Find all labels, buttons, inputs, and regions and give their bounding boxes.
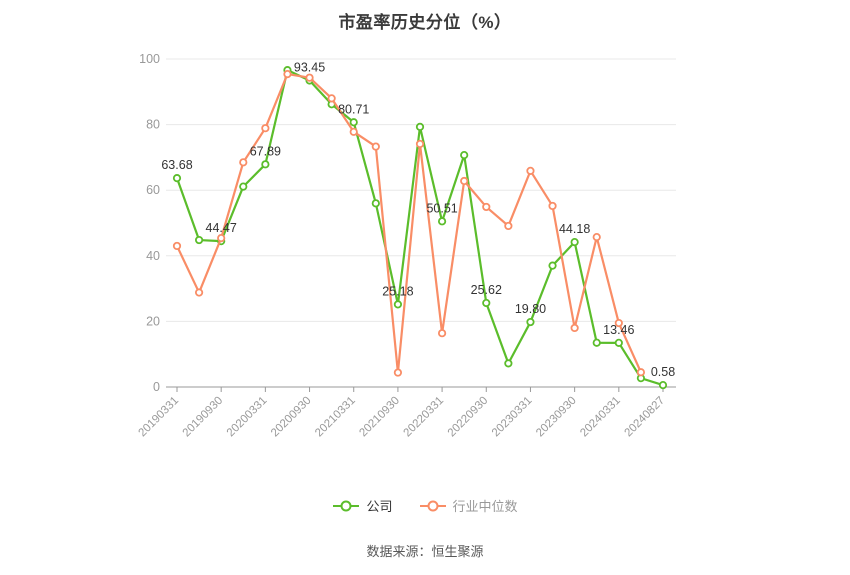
x-tick-label: 20240827 bbox=[622, 395, 667, 440]
data-point-industry-median[interactable] bbox=[460, 176, 469, 186]
data-point-industry-median[interactable] bbox=[482, 202, 491, 212]
data-point-company[interactable] bbox=[415, 122, 425, 131]
data-point-label: 19.80 bbox=[515, 302, 546, 316]
data-source-note: 数据来源：恒生聚源 bbox=[366, 544, 484, 559]
data-point-label: 13.46 bbox=[603, 323, 634, 337]
data-point-industry-median[interactable] bbox=[393, 368, 403, 377]
data-point-company[interactable] bbox=[614, 338, 623, 347]
data-point-industry-median[interactable] bbox=[636, 368, 646, 377]
x-tick-label: 20190930 bbox=[181, 395, 226, 440]
data-point-industry-median[interactable] bbox=[327, 94, 336, 103]
data-point-industry-median[interactable] bbox=[570, 323, 579, 333]
data-point-industry-median[interactable] bbox=[526, 166, 535, 175]
line-chart-plot-area[interactable]: 0 20 40 60 80 100 20190331 20190930 20200331 2020… bbox=[0, 0, 850, 490]
x-tick-label: 20230930 bbox=[534, 395, 579, 440]
legend-line-marker-icon bbox=[333, 500, 360, 511]
data-point-company[interactable] bbox=[437, 217, 447, 226]
x-tick-label: 20220930 bbox=[446, 395, 491, 440]
x-tick-label: 20190331 bbox=[136, 395, 181, 440]
data-point-label: 44.18 bbox=[559, 222, 590, 236]
y-tick-label: 40 bbox=[146, 249, 160, 263]
x-tick-label: 20200930 bbox=[269, 395, 314, 440]
y-tick-label: 100 bbox=[139, 52, 160, 66]
data-point-label: 67.89 bbox=[250, 144, 281, 158]
data-point-company[interactable] bbox=[482, 298, 491, 308]
data-point-company[interactable] bbox=[393, 300, 403, 309]
data-point-industry-median[interactable] bbox=[349, 127, 358, 136]
x-tick-label: 20220331 bbox=[402, 395, 447, 440]
data-point-company[interactable] bbox=[504, 359, 513, 368]
data-point-label: 50.51 bbox=[426, 201, 457, 215]
data-point-industry-median[interactable] bbox=[614, 318, 623, 328]
y-tick-label: 0 bbox=[153, 380, 160, 394]
data-point-company[interactable] bbox=[526, 317, 535, 327]
data-point-industry-median[interactable] bbox=[504, 221, 513, 231]
data-point-label: 93.45 bbox=[294, 60, 325, 74]
x-tick-label: 20210331 bbox=[313, 395, 358, 440]
x-tick-label: 20210930 bbox=[357, 395, 402, 440]
legend-item-company[interactable]: 公司 bbox=[332, 496, 393, 515]
data-point-industry-median[interactable] bbox=[261, 124, 270, 133]
data-point-company[interactable] bbox=[371, 199, 380, 208]
chart-legend: 公司 行业中位数 bbox=[0, 496, 850, 515]
data-point-company[interactable] bbox=[592, 338, 601, 347]
x-tick-label: 20200331 bbox=[225, 395, 270, 440]
data-point-label: 25.18 bbox=[382, 284, 413, 298]
data-point-company[interactable] bbox=[658, 380, 668, 390]
data-point-industry-median[interactable] bbox=[194, 288, 204, 297]
data-point-industry-median[interactable] bbox=[415, 139, 425, 149]
data-point-company[interactable] bbox=[239, 182, 248, 191]
series-line-industry-median bbox=[176, 72, 642, 374]
x-tick-label: 20230331 bbox=[490, 395, 535, 440]
data-point-industry-median[interactable] bbox=[172, 241, 182, 251]
chart-title: 市盈率历史分位（%） bbox=[338, 13, 512, 32]
data-point-label: 44.47 bbox=[206, 221, 237, 235]
data-point-label: 80.71 bbox=[338, 102, 369, 116]
data-point-industry-median[interactable] bbox=[305, 73, 314, 82]
data-point-company[interactable] bbox=[460, 151, 469, 160]
data-point-company[interactable] bbox=[194, 235, 204, 245]
data-point-industry-median[interactable] bbox=[239, 158, 248, 167]
data-point-industry-median[interactable] bbox=[371, 142, 380, 151]
data-point-industry-median[interactable] bbox=[437, 329, 447, 338]
y-tick-label: 60 bbox=[146, 183, 160, 197]
legend-line-marker-icon bbox=[419, 500, 446, 511]
data-point-industry-median[interactable] bbox=[592, 233, 601, 242]
y-tick-label: 20 bbox=[146, 314, 160, 328]
data-point-company[interactable] bbox=[570, 237, 579, 247]
data-point-industry-median[interactable] bbox=[217, 233, 226, 243]
data-point-company[interactable] bbox=[261, 160, 270, 169]
data-point-company[interactable] bbox=[349, 118, 358, 127]
data-point-label: 63.68 bbox=[161, 158, 192, 172]
x-tick-label: 20240331 bbox=[578, 395, 623, 440]
legend-label: 行业中位数 bbox=[452, 499, 518, 514]
legend-item-industry-median[interactable]: 行业中位数 bbox=[419, 496, 518, 515]
y-tick-label: 80 bbox=[146, 118, 160, 132]
data-point-industry-median[interactable] bbox=[548, 201, 557, 211]
data-point-company[interactable] bbox=[172, 174, 182, 183]
data-point-label: 0.58 bbox=[651, 365, 675, 379]
data-point-industry-median[interactable] bbox=[283, 69, 292, 79]
data-point-label: 25.62 bbox=[471, 283, 502, 297]
legend-label: 公司 bbox=[366, 499, 393, 514]
data-point-company[interactable] bbox=[548, 261, 557, 270]
